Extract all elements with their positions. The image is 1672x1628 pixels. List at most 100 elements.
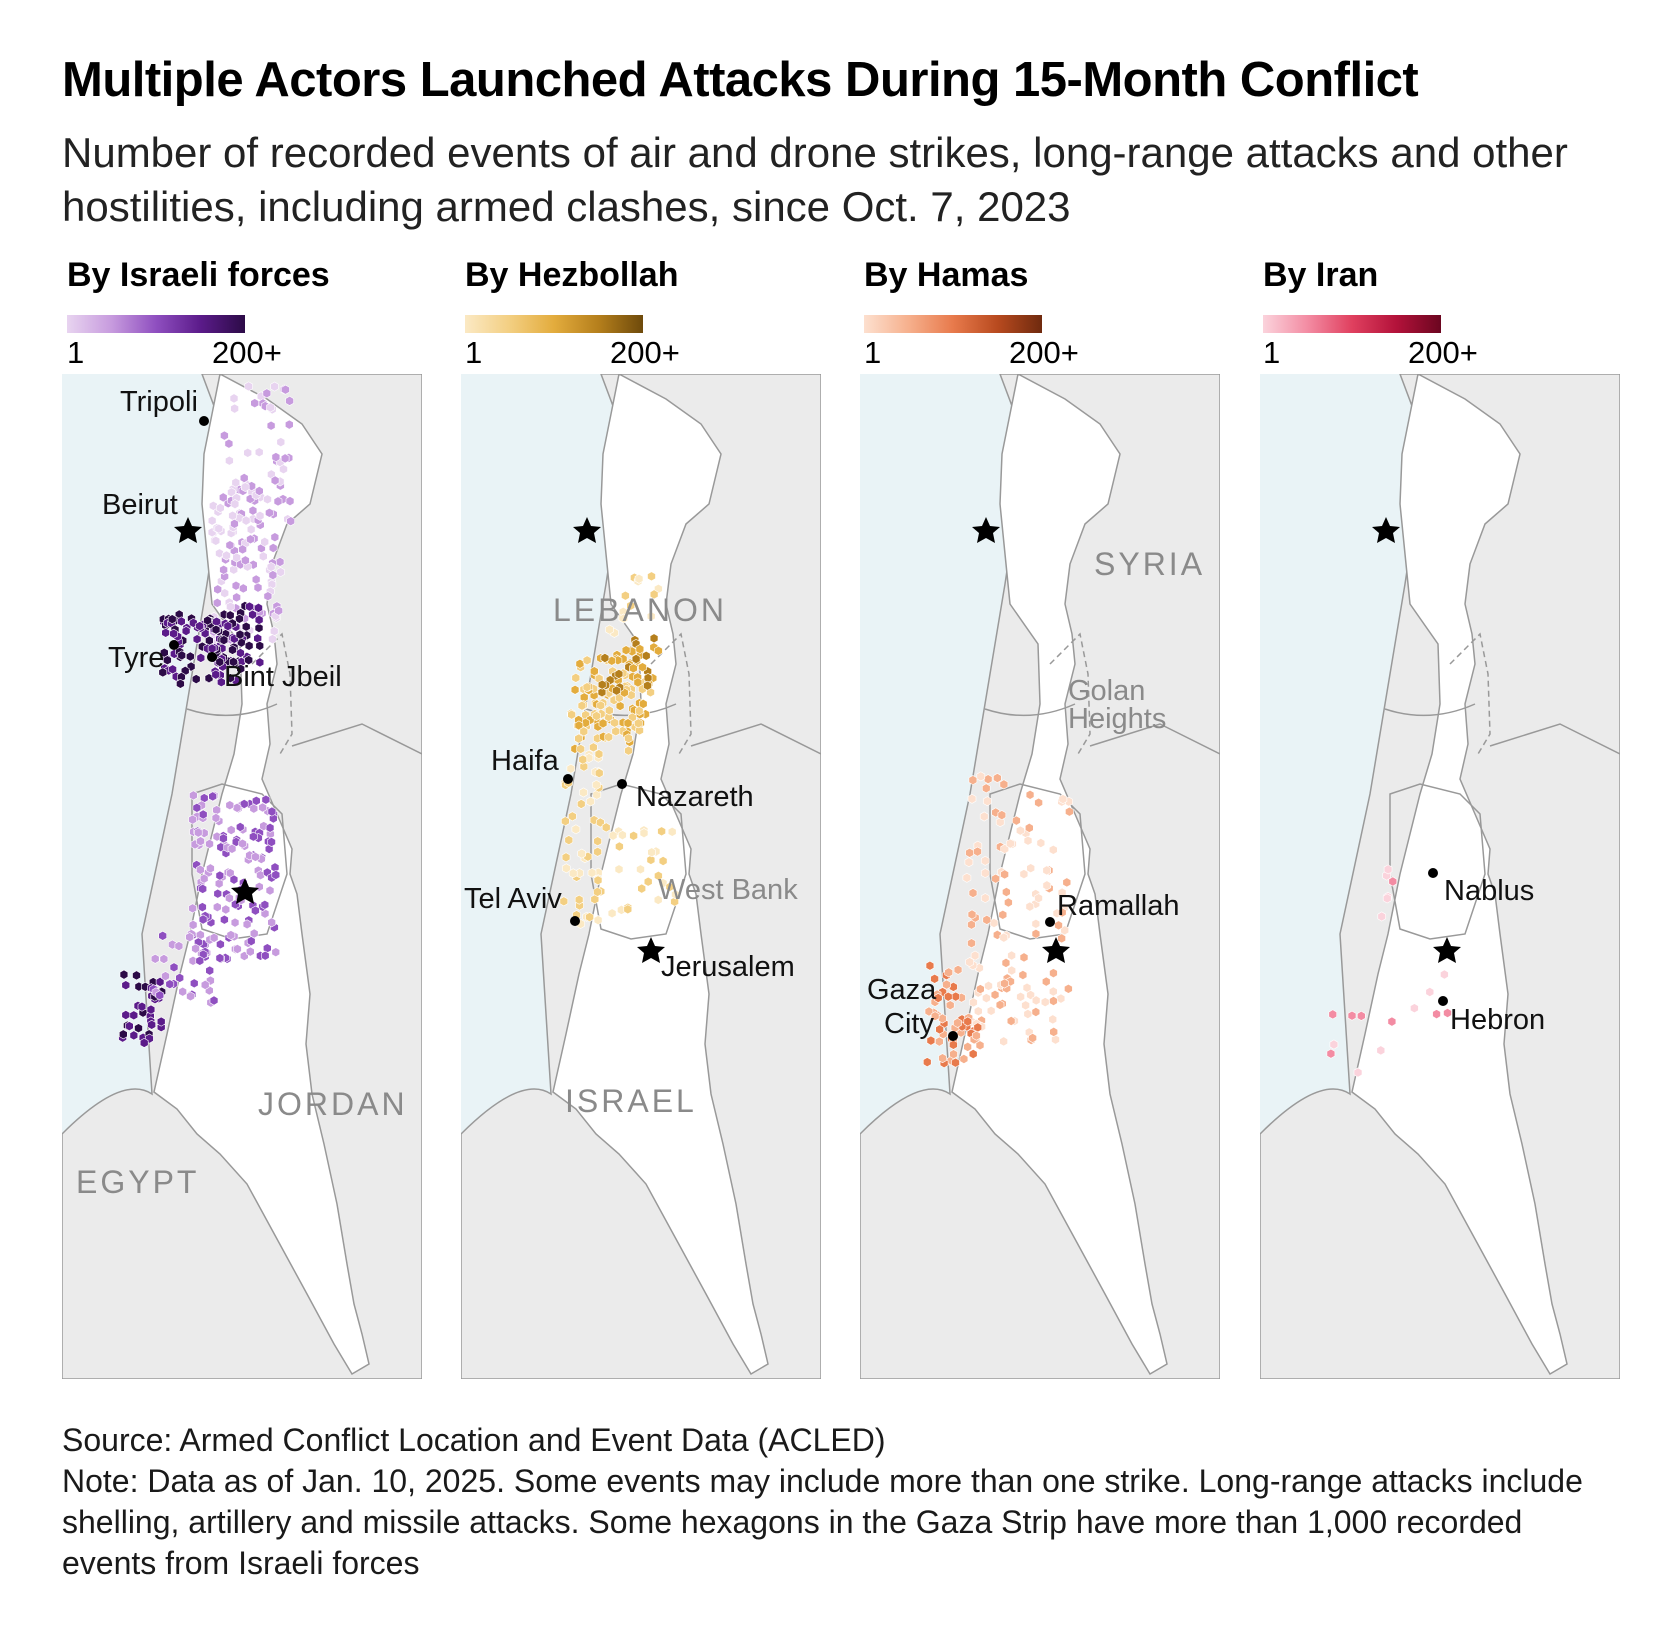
- event-hexagon: [582, 655, 592, 666]
- event-hexagon: [249, 831, 258, 842]
- city-label-beirut: Beirut: [102, 489, 178, 521]
- event-hexagon: [229, 393, 239, 404]
- event-hexagon: [575, 658, 585, 669]
- panel-title: By Hamas: [864, 256, 1029, 294]
- event-hexagon: [646, 611, 656, 622]
- event-hexagon: [273, 496, 283, 507]
- event-hexagon: [962, 872, 972, 883]
- event-hexagon: [1388, 876, 1398, 887]
- event-hexagon: [225, 893, 234, 904]
- event-hexagon: [571, 824, 581, 835]
- event-hexagon: [963, 1041, 972, 1052]
- event-hexagon: [621, 590, 630, 601]
- event-hexagon: [1387, 1016, 1397, 1027]
- event-hexagon: [1054, 920, 1063, 931]
- event-hexagon: [195, 621, 204, 632]
- event-hexagon: [168, 664, 177, 675]
- event-hexagon: [1016, 991, 1025, 1002]
- event-hexagon: [570, 684, 580, 695]
- event-hexagon: [1031, 918, 1041, 929]
- source-note: Source: Armed Conflict Location and Even…: [62, 1422, 886, 1458]
- event-hexagon: [156, 1016, 166, 1027]
- event-hexagon: [241, 555, 250, 566]
- city-label-tripoli: Tripoli: [120, 386, 198, 418]
- event-hexagon: [236, 663, 245, 674]
- event-hexagon: [209, 995, 219, 1006]
- city-dot-nablus: [1428, 868, 1438, 878]
- event-hexagon: [636, 864, 645, 875]
- event-hexagon: [1007, 965, 1016, 976]
- city-dot-gaza-city: [948, 1031, 958, 1041]
- city-label-ramallah: Ramallah: [1057, 890, 1180, 922]
- event-hexagon: [189, 790, 198, 801]
- capital-star-beirut: [573, 517, 601, 543]
- event-hexagon: [983, 796, 992, 807]
- event-hexagon: [214, 878, 224, 889]
- map-iran: Nablus Hebron: [1260, 374, 1620, 1379]
- event-hexagon: [981, 855, 990, 866]
- event-hexagon: [146, 1004, 156, 1015]
- event-hexagon: [935, 1036, 944, 1047]
- event-hexagon: [578, 754, 588, 765]
- event-hexagon: [255, 510, 265, 521]
- event-hexagon: [208, 791, 217, 802]
- event-hexagon: [657, 826, 666, 837]
- event-hexagon: [175, 972, 184, 983]
- event-hexagon: [249, 803, 259, 814]
- capital-star-jerusalem: [637, 937, 665, 963]
- event-hexagon: [228, 644, 237, 655]
- event-hexagon: [1016, 825, 1025, 836]
- event-hexagon: [198, 809, 208, 820]
- city-dot-haifa: [563, 774, 573, 784]
- capital-star-beirut: [972, 517, 1000, 543]
- event-hexagon: [626, 600, 635, 611]
- event-hexagon: [623, 718, 633, 729]
- event-hexagon: [951, 1057, 960, 1068]
- city-label-gaza-line1: Gaza: [867, 974, 937, 1006]
- event-hexagon: [982, 783, 991, 794]
- event-hexagon: [1025, 789, 1035, 800]
- event-hexagon: [568, 868, 578, 879]
- event-hexagon: [1034, 797, 1043, 808]
- event-hexagon: [600, 653, 610, 663]
- event-hexagon: [169, 962, 179, 973]
- event-hexagon: [168, 939, 177, 950]
- event-hexagon: [268, 570, 278, 581]
- event-hexagon: [633, 677, 643, 688]
- event-hexagon: [165, 979, 175, 990]
- event-hexagon: [997, 810, 1007, 821]
- event-hexagon: [1440, 969, 1449, 980]
- panel-header-hezbollah: By Hezbollah 1 200+: [465, 256, 825, 370]
- event-hexagon: [267, 837, 276, 847]
- event-hexagon: [995, 999, 1005, 1010]
- event-hexagon: [217, 677, 226, 688]
- event-hexagon: [635, 644, 645, 655]
- event-hexagon: [238, 838, 247, 849]
- event-hexagons: [1326, 864, 1452, 1078]
- event-hexagon: [995, 817, 1005, 828]
- country-label-jordan: JORDAN: [258, 1086, 408, 1122]
- event-hexagon: [619, 613, 628, 624]
- event-hexagon: [243, 447, 252, 458]
- event-hexagon: [223, 621, 233, 632]
- event-hexagon: [233, 944, 242, 954]
- capital-star-beirut: [174, 517, 202, 543]
- event-hexagon: [1056, 993, 1066, 1004]
- event-hexagon: [592, 779, 601, 790]
- event-hexagon: [612, 685, 621, 696]
- event-hexagon: [281, 384, 290, 395]
- event-hexagon: [203, 615, 212, 626]
- event-hexagon: [594, 768, 604, 779]
- event-hexagon: [228, 510, 237, 521]
- event-hexagon: [561, 816, 570, 827]
- event-hexagons: [559, 571, 680, 929]
- event-hexagon: [1357, 1010, 1366, 1021]
- event-hexagon: [973, 846, 982, 857]
- event-hexagon: [219, 833, 228, 844]
- event-hexagon: [241, 482, 250, 493]
- event-hexagon: [244, 655, 253, 666]
- golan-heights-outline: [1449, 632, 1491, 755]
- city-label-haifa: Haifa: [491, 745, 560, 777]
- event-hexagon: [658, 856, 668, 866]
- event-hexagon: [191, 943, 200, 954]
